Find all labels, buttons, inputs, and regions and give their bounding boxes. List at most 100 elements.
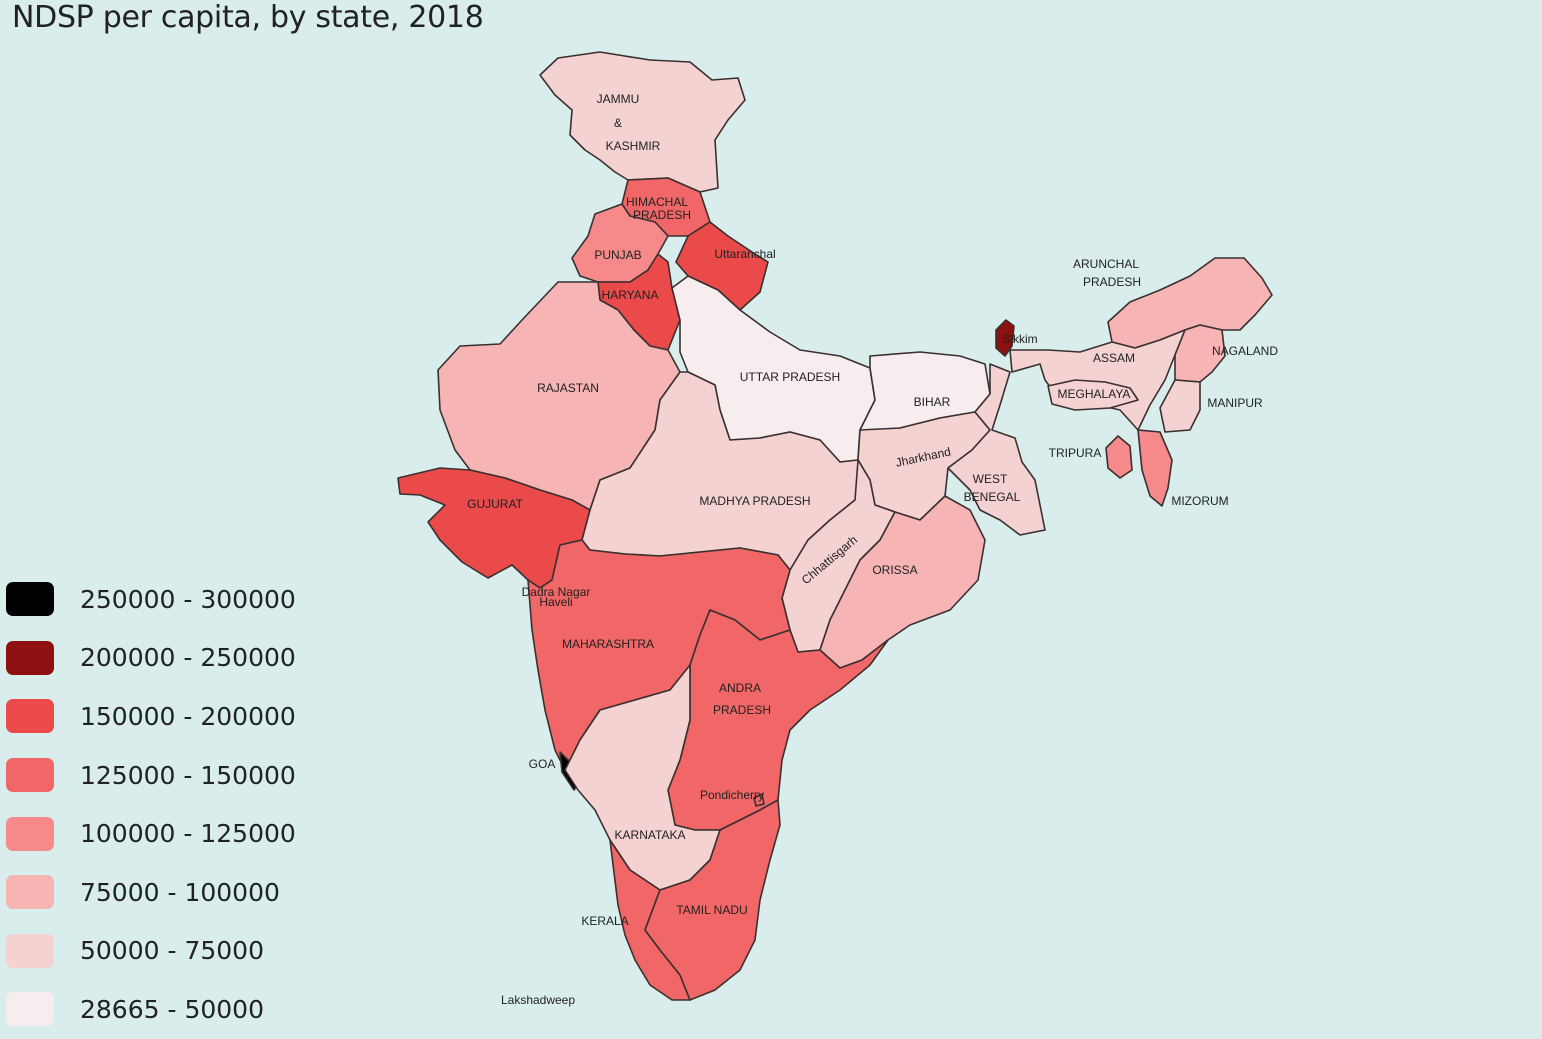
state-label-line: PRADESH [633, 208, 691, 222]
state-label-pondicherry: Pondicherry [700, 788, 764, 802]
state-label-line: KARNATAKA [615, 828, 686, 842]
state-label-rajastan: RAJASTAN [537, 381, 599, 395]
state-label-nagaland: NAGALAND [1212, 344, 1278, 358]
legend-swatch [6, 758, 54, 793]
state-label-goa: GOA [529, 757, 556, 771]
legend-label: 200000 - 250000 [80, 643, 296, 673]
state-label-line: PRADESH [713, 703, 771, 717]
state-west-benegal [947, 363, 1046, 536]
legend-label: 28665 - 50000 [80, 994, 264, 1024]
state-label-orissa: ORISSA [872, 563, 917, 577]
state-jammu-kashmir [539, 51, 746, 193]
state-label-line: PRADESH [1083, 275, 1141, 289]
legend-item: 100000 - 125000 [6, 804, 296, 863]
state-sikkim [995, 319, 1015, 357]
state-label-gujurat: GUJURAT [467, 497, 523, 511]
legend-item: 75000 - 100000 [6, 863, 296, 922]
state-label-line: ASSAM [1093, 351, 1135, 365]
state-label-line: RAJASTAN [537, 381, 599, 395]
state-label-dadra-nagar-haveli: Dadra Nagar Haveli [522, 585, 591, 609]
state-label-sikkim: Sikkim [1002, 332, 1037, 346]
state-label-jammu-kashmir: JAMMU & KASHMIR [597, 92, 661, 153]
legend-swatch [6, 699, 54, 734]
state-label-line: KASHMIR [606, 139, 661, 153]
state-label-arunchal-pradesh: ARUNCHAL PRADESH [1073, 257, 1141, 289]
state-label-lakshadweep: Lakshadweep [501, 993, 575, 1007]
legend-label: 75000 - 100000 [80, 877, 280, 907]
state-label-haryana: HARYANA [602, 288, 659, 302]
state-label-uttar-pradesh: UTTAR PRADESH [740, 370, 840, 384]
state-label-line: BIHAR [914, 395, 951, 409]
state-label-bihar: BIHAR [914, 395, 951, 409]
state-label-kerala: KERALA [581, 914, 628, 928]
map-title: NDSP per capita, by state, 2018 [12, 0, 484, 35]
state-label-line: UTTAR PRADESH [740, 370, 840, 384]
state-label-line: MIZORUM [1171, 494, 1228, 508]
state-label-manipur: MANIPUR [1207, 396, 1263, 410]
state-label-meghalaya: MEGHALAYA [1058, 387, 1131, 401]
state-mizorum [1137, 429, 1173, 507]
state-label-line: GUJURAT [467, 497, 523, 511]
state-label-line: KERALA [581, 914, 628, 928]
state-label-tamil-nadu: TAMIL NADU [676, 903, 747, 917]
state-meghalaya [1047, 379, 1139, 411]
state-tamil-nadu [644, 799, 781, 1001]
state-label-punjab: PUNJAB [594, 248, 641, 262]
state-label-line: Dadra Nagar [522, 585, 591, 599]
legend-item: 250000 - 300000 [6, 570, 296, 629]
state-label-line: ORISSA [872, 563, 917, 577]
state-tripura [1105, 435, 1133, 479]
state-label-line: Pondicherry [700, 788, 764, 802]
legend-swatch [6, 582, 54, 617]
state-label-line: Uttaranchal [714, 247, 775, 261]
state-label-line: GOA [529, 757, 556, 771]
state-label-line: TRIPURA [1049, 446, 1102, 460]
state-label-himachal-pradesh: HIMACHAL PRADESH [626, 195, 691, 222]
state-label-andra-pradesh: ANDRA PRADESH [713, 681, 771, 717]
state-label-line: HARYANA [602, 288, 659, 302]
state-label-line: NAGALAND [1212, 344, 1278, 358]
legend-swatch [6, 640, 54, 675]
legend-swatch [6, 816, 54, 851]
legend-item: 125000 - 150000 [6, 746, 296, 805]
state-label-line: MANIPUR [1207, 396, 1263, 410]
state-label-line: ANDRA [719, 681, 761, 695]
state-label-karnataka: KARNATAKA [615, 828, 686, 842]
state-label-line: & [614, 116, 622, 130]
legend-item: 200000 - 250000 [6, 629, 296, 688]
state-label-line: BENEGAL [964, 490, 1021, 504]
state-label-line: Lakshadweep [501, 993, 575, 1007]
state-label-line: PUNJAB [594, 248, 641, 262]
state-label-line: MEGHALAYA [1058, 387, 1131, 401]
state-label-line: TAMIL NADU [676, 903, 747, 917]
state-label-line: ARUNCHAL [1073, 257, 1139, 271]
state-label-line: JAMMU [597, 92, 640, 106]
legend-label: 100000 - 125000 [80, 819, 296, 849]
state-label-west-benegal: WEST BENEGAL [964, 472, 1021, 504]
legend-swatch [6, 933, 54, 968]
state-label-line: MAHARASHTRA [562, 637, 654, 651]
state-manipur [1159, 379, 1201, 433]
state-label-line: MADHYA PRADESH [699, 494, 810, 508]
legend: 250000 - 300000 200000 - 250000 150000 - 2… [6, 570, 296, 1039]
legend-item: 150000 - 200000 [6, 687, 296, 746]
state-label-line: Sikkim [1002, 332, 1037, 346]
state-label-mizorum: MIZORUM [1171, 494, 1228, 508]
legend-label: 150000 - 200000 [80, 701, 296, 731]
state-label-uttaranchal: Uttaranchal [714, 247, 775, 261]
legend-swatch [6, 992, 54, 1027]
legend-item: 50000 - 75000 [6, 922, 296, 981]
state-assam [1009, 329, 1186, 431]
state-uttaranchal [675, 221, 769, 311]
state-pondicherry [753, 793, 765, 807]
state-nagaland [1174, 324, 1226, 383]
legend-label: 50000 - 75000 [80, 936, 264, 966]
legend-item: 28665 - 50000 [6, 980, 296, 1039]
state-label-assam: ASSAM [1093, 351, 1135, 365]
legend-label: 250000 - 300000 [80, 584, 296, 614]
state-label-line: HIMACHAL [626, 195, 688, 209]
state-label-line: Haveli [539, 595, 572, 609]
legend-label: 125000 - 150000 [80, 760, 296, 790]
state-label-maharashtra: MAHARASHTRA [562, 637, 654, 651]
